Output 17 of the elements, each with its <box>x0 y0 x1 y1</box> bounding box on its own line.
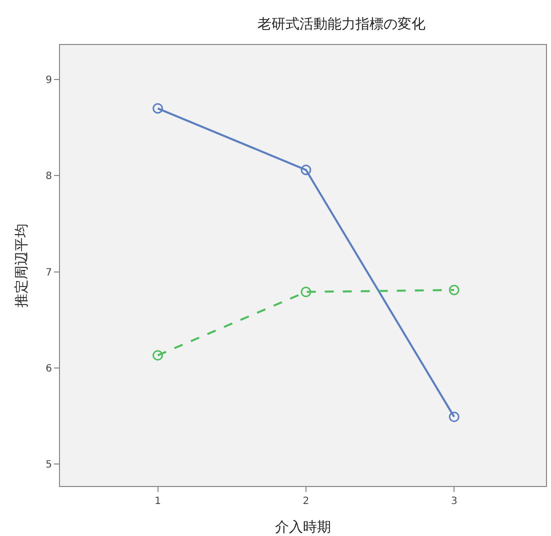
y-tick-label: 6 <box>46 363 52 374</box>
point <box>448 412 460 422</box>
y-axis-title: 推定周辺平均 <box>14 224 30 308</box>
x-tick-label: 3 <box>450 496 458 507</box>
chart-title: 老研式活動能力指標の変化 <box>258 16 426 33</box>
point <box>152 103 164 114</box>
point <box>300 286 312 298</box>
point <box>152 350 164 361</box>
y-tick-label: 8 <box>46 171 52 182</box>
x-axis-title: 介入時期 <box>275 519 331 536</box>
point <box>448 284 460 296</box>
y-tick-label: 7 <box>46 267 52 278</box>
point <box>300 164 312 176</box>
y-tick-label: 9 <box>46 75 52 86</box>
x-tick-label: 1 <box>154 496 161 507</box>
y-tick-label: 5 <box>46 459 52 470</box>
x-tick-label: 2 <box>302 496 310 507</box>
